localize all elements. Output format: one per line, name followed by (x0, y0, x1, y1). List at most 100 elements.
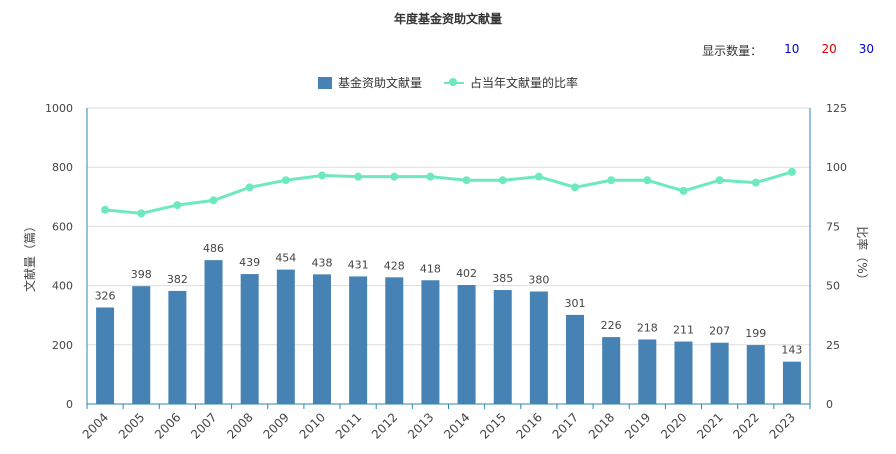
bar-2011 (349, 276, 368, 404)
y2-axis-title: 比率（%） (855, 226, 870, 285)
bar-2020 (674, 341, 693, 404)
bar-2009 (276, 269, 295, 404)
bar-value-label: 431 (348, 258, 369, 271)
ratio-point-2004 (101, 205, 110, 214)
x-tick-label: 2007 (188, 410, 219, 441)
x-tick-label: 2021 (694, 410, 725, 441)
bar-value-label: 301 (565, 297, 586, 310)
legend-item-line[interactable]: 占当年文献量的比率 (444, 74, 578, 91)
count-option-20[interactable]: 20 (821, 42, 837, 56)
y-tick-label: 200 (52, 339, 73, 352)
x-tick-label: 2010 (297, 410, 328, 441)
bar-value-label: 326 (95, 290, 116, 303)
ratio-point-2008 (245, 183, 254, 192)
y-tick-label: 400 (52, 280, 73, 293)
ratio-point-2009 (281, 176, 290, 185)
bar-value-label: 398 (131, 268, 152, 281)
ratio-point-2012 (390, 172, 399, 181)
bar-value-label: 199 (745, 327, 766, 340)
bar-2023 (782, 361, 801, 404)
chart-title: 年度基金资助文献量 (393, 12, 502, 26)
bar-value-label: 428 (384, 259, 405, 272)
ratio-point-2014 (462, 176, 471, 185)
legend-item-bar[interactable]: 基金资助文献量 (317, 74, 422, 91)
bar-2016 (529, 291, 548, 404)
ratio-point-2005 (137, 209, 146, 218)
bar-2006 (168, 290, 187, 404)
x-tick-label: 2017 (550, 410, 581, 441)
ratio-point-2019 (643, 176, 652, 185)
x-tick-label: 2006 (152, 410, 183, 441)
ratio-point-2013 (426, 172, 435, 181)
ratio-point-2015 (498, 176, 507, 185)
ratio-point-2007 (209, 196, 218, 205)
bar-value-label: 486 (203, 242, 224, 255)
x-tick-label: 2019 (622, 410, 653, 441)
ratio-point-2018 (607, 176, 616, 185)
x-tick-label: 2015 (477, 410, 508, 441)
x-tick-label: 2004 (80, 410, 111, 441)
x-tick-label: 2014 (441, 410, 472, 441)
count-option-10[interactable]: 10 (784, 42, 800, 56)
ratio-point-2017 (571, 183, 580, 192)
bar-2004 (96, 307, 115, 404)
ratio-point-2011 (354, 172, 363, 181)
x-tick-label: 2012 (369, 410, 400, 441)
display-count-switch: 显示数量： 10 20 30 (702, 42, 874, 59)
ratio-point-2010 (317, 171, 326, 180)
ratio-line (104, 170, 793, 215)
ratio-point-2023 (787, 167, 796, 176)
ratio-point-2006 (173, 201, 182, 210)
bar-2018 (602, 337, 621, 404)
y-axis-title: 文献量（篇） (22, 220, 37, 292)
bar-2010 (312, 274, 331, 404)
bar-2019 (638, 339, 657, 404)
bar-2007 (204, 260, 223, 404)
chart-legend: 基金资助文献量 占当年文献量的比率 (0, 74, 896, 91)
x-tick-label: 2009 (260, 410, 291, 441)
bar-value-label: 438 (311, 256, 332, 269)
y2-tick-label: 100 (826, 161, 847, 174)
bar-2014 (457, 285, 476, 404)
x-tick-label: 2020 (658, 410, 689, 441)
y-tick-label: 0 (66, 398, 73, 411)
ratio-point-2020 (679, 186, 688, 195)
display-count-label: 显示数量： (702, 44, 763, 58)
bar-value-label: 207 (709, 325, 730, 338)
x-tick-label: 2005 (116, 410, 147, 441)
bar-value-label: 380 (528, 274, 549, 287)
ratio-point-2016 (534, 172, 543, 181)
bar-2008 (240, 274, 259, 404)
x-tick-label: 2022 (730, 410, 761, 441)
y2-tick-label: 0 (826, 398, 833, 411)
legend-bar-label: 基金资助文献量 (337, 76, 422, 90)
x-tick-label: 2018 (586, 410, 617, 441)
y2-tick-label: 50 (826, 280, 840, 293)
bar-value-label: 385 (492, 272, 513, 285)
bar-value-label: 143 (781, 344, 802, 357)
legend-line-swatch (444, 77, 464, 89)
bar-value-label: 382 (167, 273, 188, 286)
x-tick-label: 2016 (513, 410, 544, 441)
y-tick-label: 600 (52, 220, 73, 233)
legend-line-label: 占当年文献量的比率 (470, 76, 579, 90)
y-tick-label: 800 (52, 161, 73, 174)
bar-2021 (710, 342, 729, 404)
x-tick-label: 2013 (405, 410, 436, 441)
ratio-point-2021 (715, 176, 724, 185)
count-option-30[interactable]: 30 (858, 42, 874, 56)
bar-2005 (132, 286, 151, 404)
y2-tick-label: 75 (826, 220, 840, 233)
x-tick-label: 2011 (333, 410, 364, 441)
bar-value-label: 218 (637, 321, 658, 334)
bar-value-label: 454 (275, 252, 296, 265)
bar-2012 (385, 277, 404, 404)
bar-value-label: 439 (239, 256, 260, 269)
bar-2015 (493, 290, 512, 404)
bar-2013 (421, 280, 440, 404)
bar-value-label: 226 (601, 319, 622, 332)
x-tick-label: 2008 (224, 410, 255, 441)
y2-tick-label: 25 (826, 339, 840, 352)
x-tick-label: 2023 (767, 410, 798, 441)
